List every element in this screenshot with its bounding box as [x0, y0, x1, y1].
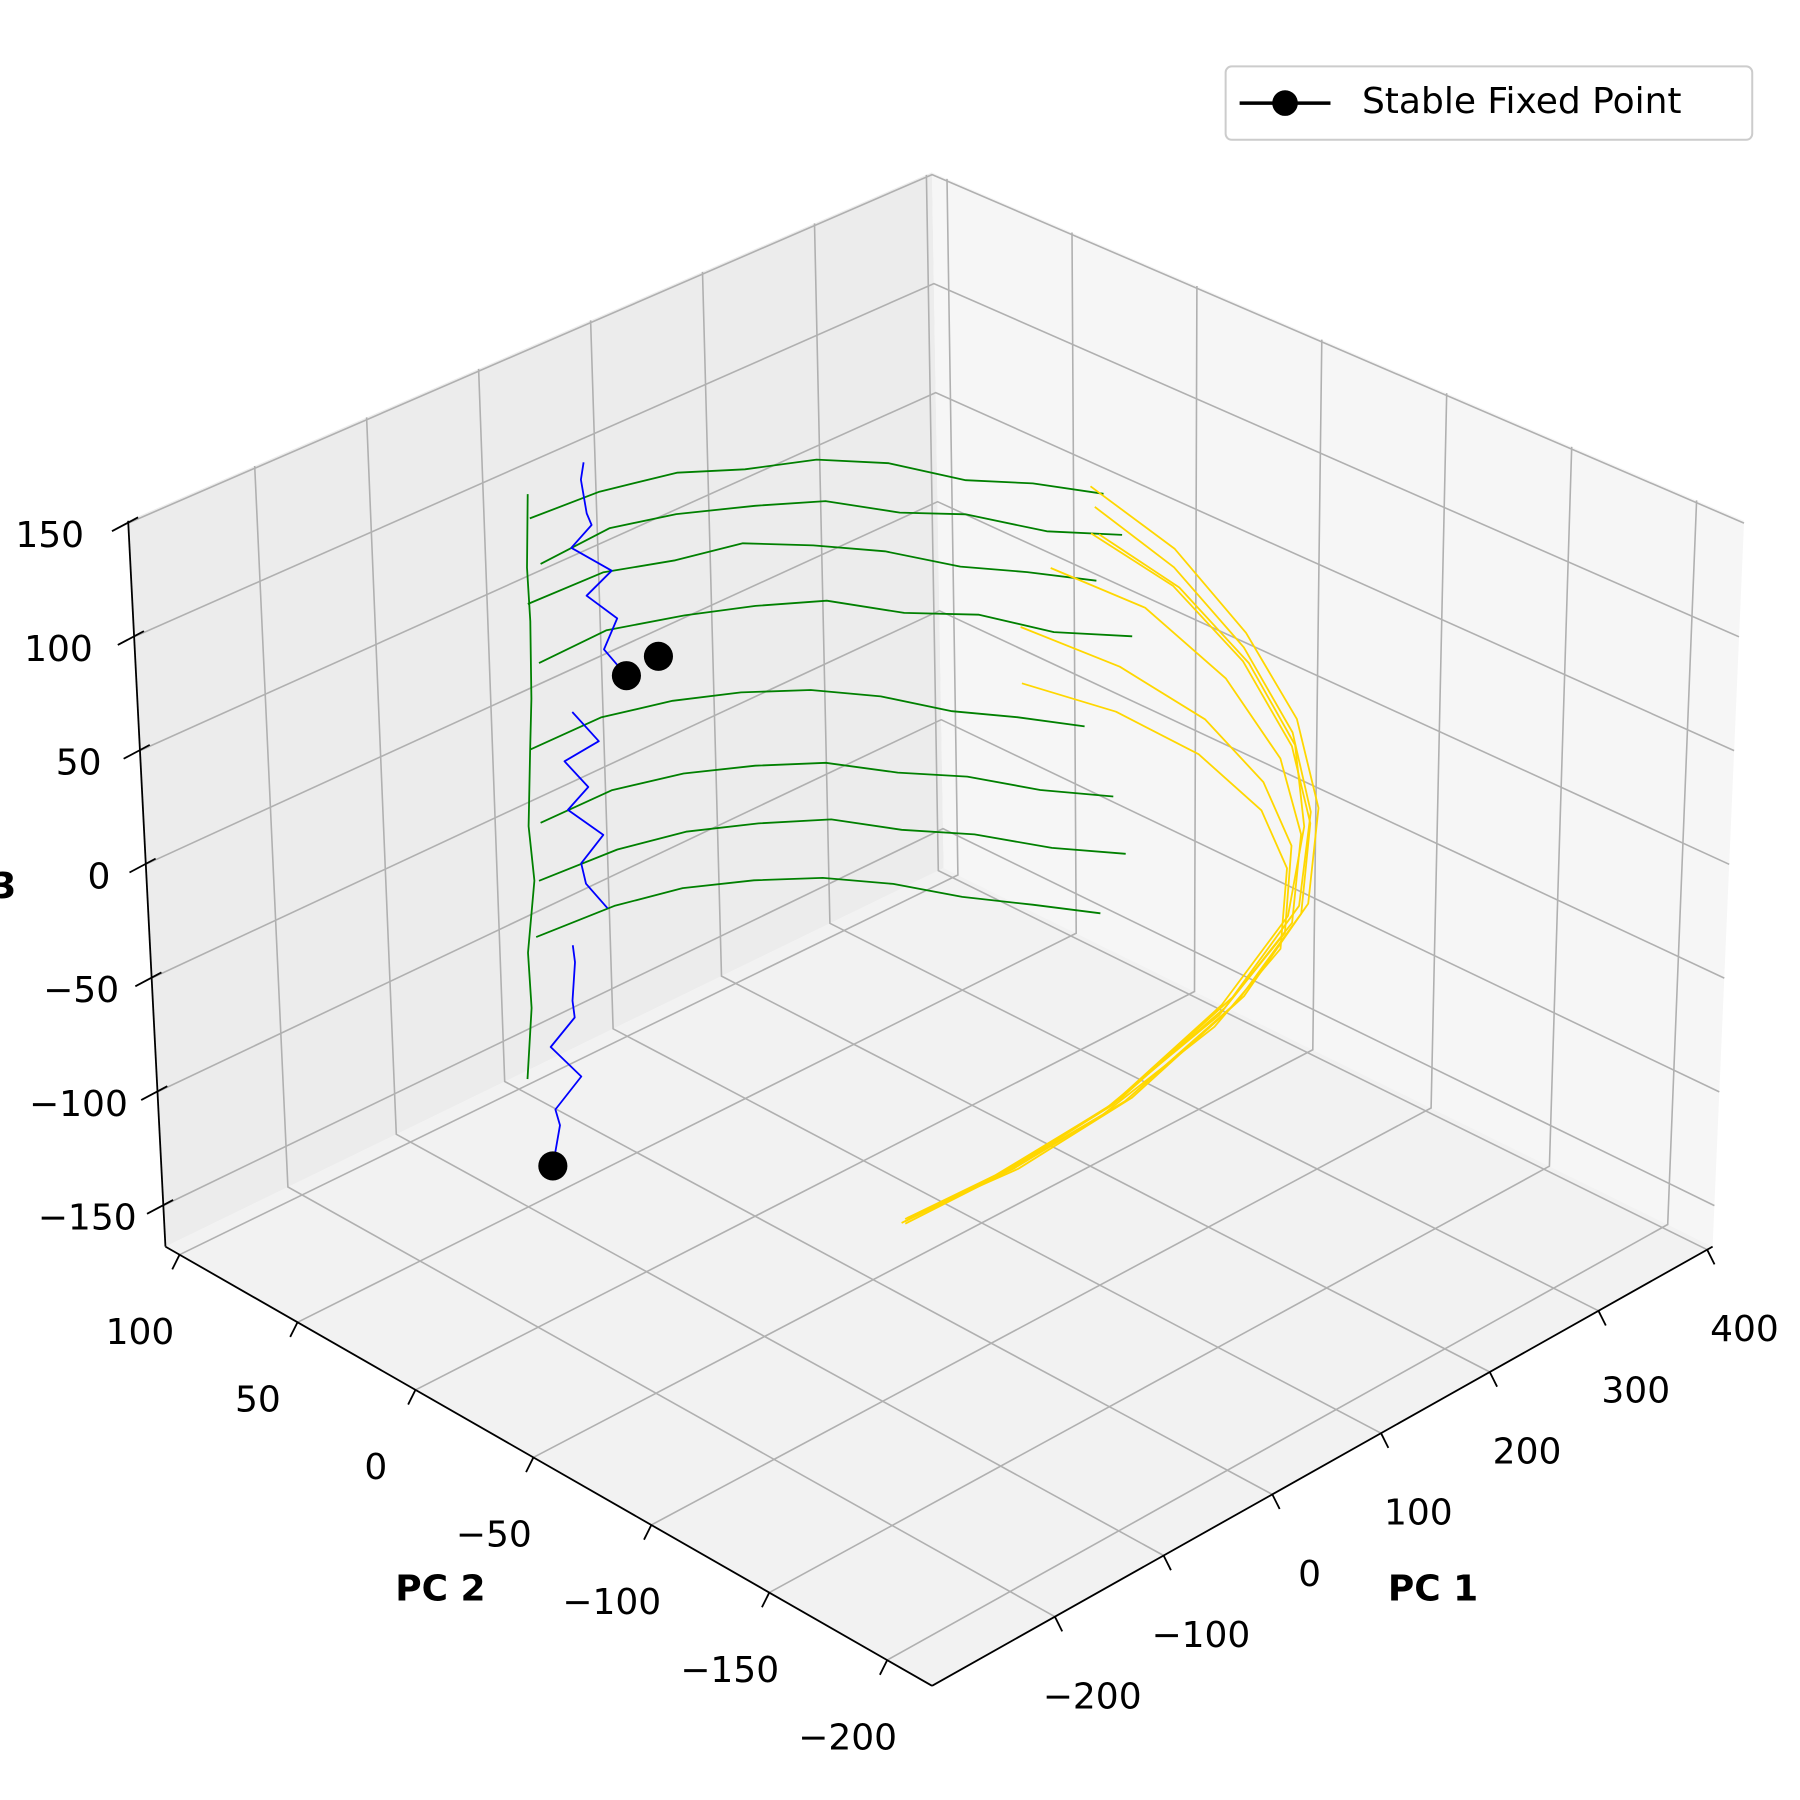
x-tick-label: 100	[1384, 1493, 1453, 1534]
z-tick	[111, 516, 139, 533]
x-tick	[1380, 1432, 1390, 1449]
trajectory	[538, 599, 1133, 664]
grid-line	[477, 368, 1273, 1496]
legend-box	[1224, 65, 1754, 141]
z-tick-label: 100	[24, 629, 93, 670]
z-tick	[129, 857, 157, 874]
grid-line	[415, 285, 1198, 1391]
grid-line	[768, 446, 1573, 1594]
grid-line	[162, 827, 1715, 1207]
y-tick	[171, 1254, 181, 1270]
grid	[127, 173, 1745, 1661]
x-tick	[1054, 1616, 1064, 1632]
y-tick-label: 0	[364, 1447, 387, 1488]
z-tick	[123, 744, 151, 760]
x-tick	[1488, 1371, 1498, 1388]
trajectory	[529, 458, 1104, 520]
x-axis-line	[931, 1245, 1714, 1687]
y-tick-label: −50	[456, 1515, 532, 1556]
x-axis-label: PC 1	[1388, 1568, 1478, 1609]
z-tick	[117, 630, 145, 646]
y-tick-label: −100	[562, 1582, 661, 1623]
x-tick-label: −100	[1151, 1615, 1250, 1656]
x-tick-label: 400	[1710, 1309, 1779, 1350]
trajectory	[570, 462, 628, 677]
y-tick	[879, 1659, 889, 1676]
grid-line	[886, 500, 1698, 1661]
left-wall-pane	[128, 172, 944, 1247]
grid-line	[145, 500, 1730, 866]
plot-area	[526, 458, 1320, 1225]
grid-line	[533, 339, 1323, 1459]
legend-marker	[1272, 90, 1298, 116]
z-axis-line	[127, 520, 167, 1247]
x-tick-label: 0	[1298, 1554, 1321, 1595]
grid-line	[253, 465, 1056, 1618]
z-tick	[146, 1199, 174, 1215]
x-tick	[1597, 1310, 1607, 1326]
z-tick-label: 0	[87, 856, 110, 897]
trajectory	[563, 711, 609, 909]
trajectory	[529, 689, 1085, 751]
z-tick-label: −100	[29, 1084, 128, 1125]
trajectory	[538, 818, 1126, 882]
trajectory	[906, 485, 1320, 1219]
x-tick-label: 200	[1493, 1432, 1562, 1473]
trajectory	[904, 533, 1306, 1225]
legend-label: Stable Fixed Point	[1362, 81, 1682, 122]
axes: −200−1000100200300400−200−150−100−500501…	[0, 515, 1779, 1758]
fixed-point	[538, 1151, 568, 1181]
x-tick	[1271, 1493, 1281, 1510]
z-axis-label: PC 3	[0, 866, 16, 907]
trajectory	[904, 682, 1288, 1223]
y-tick-label: −150	[680, 1650, 779, 1691]
y-tick	[761, 1592, 771, 1608]
grid-line	[179, 178, 959, 1256]
trajectory	[526, 494, 536, 1080]
x-tick	[1162, 1555, 1172, 1571]
fixed-point	[643, 641, 673, 671]
y-tick	[525, 1457, 535, 1473]
right-wall-pane	[932, 172, 1745, 1247]
z-tick-label: −150	[38, 1198, 137, 1239]
trajectory	[904, 626, 1293, 1220]
y-tick-label: 50	[235, 1380, 281, 1421]
z-tick-label: −50	[43, 970, 119, 1011]
grid-line	[701, 271, 1491, 1373]
grid-line	[297, 232, 1078, 1324]
grid-line	[151, 609, 1725, 979]
x-tick-label: −200	[1043, 1676, 1142, 1717]
z-tick-label: 50	[56, 743, 102, 784]
y-tick	[643, 1524, 653, 1541]
trajectory	[549, 945, 583, 1167]
trajectory	[540, 500, 1123, 565]
x-tick	[1706, 1249, 1716, 1265]
y-tick	[407, 1389, 417, 1405]
grid-line	[127, 173, 1745, 524]
grid-line	[813, 223, 1599, 1312]
grid-line	[925, 174, 1708, 1251]
grid-line	[139, 391, 1735, 752]
grid-line	[157, 718, 1720, 1093]
y-tick-label: 100	[106, 1312, 175, 1353]
trajectory	[527, 542, 1097, 605]
grid-line	[133, 282, 1740, 638]
trajectory	[535, 877, 1101, 938]
grid-line	[650, 393, 1448, 1526]
y-axis-label: PC 2	[395, 1568, 485, 1609]
grid-line	[589, 320, 1382, 1434]
fixed-point	[611, 661, 641, 691]
legend: Stable Fixed Point	[1224, 65, 1754, 141]
z-tick	[134, 971, 162, 988]
y-tick	[289, 1321, 299, 1338]
trajectory	[540, 761, 1114, 824]
y-axis-line	[164, 1245, 933, 1687]
grid-line	[365, 417, 1164, 1557]
z-tick-label: 150	[15, 515, 84, 556]
x-tick-label: 300	[1601, 1370, 1670, 1411]
z-tick	[140, 1085, 168, 1101]
y-tick-label: −200	[798, 1717, 897, 1758]
